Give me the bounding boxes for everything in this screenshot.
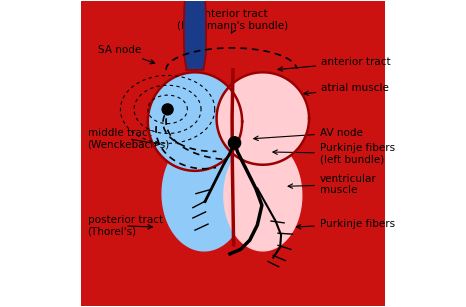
Circle shape bbox=[162, 104, 173, 115]
Text: SA node: SA node bbox=[97, 45, 155, 64]
Text: posterior tract
(Thorel's): posterior tract (Thorel's) bbox=[88, 215, 163, 237]
Polygon shape bbox=[184, 0, 206, 70]
Text: anterior tract: anterior tract bbox=[278, 57, 391, 71]
Text: ventricular
muscle: ventricular muscle bbox=[288, 174, 377, 195]
Polygon shape bbox=[217, 72, 309, 165]
Text: anterior tract
(Bachmann's bundle): anterior tract (Bachmann's bundle) bbox=[178, 9, 288, 31]
Text: Purkinje fibers
(left bundle): Purkinje fibers (left bundle) bbox=[273, 143, 395, 164]
Circle shape bbox=[228, 137, 240, 149]
Polygon shape bbox=[162, 137, 246, 251]
Text: atrial muscle: atrial muscle bbox=[304, 83, 389, 95]
Text: middle tract
(Wenckebach's): middle tract (Wenckebach's) bbox=[88, 128, 170, 150]
Polygon shape bbox=[148, 72, 242, 171]
Polygon shape bbox=[224, 140, 302, 251]
Text: AV node: AV node bbox=[254, 128, 363, 141]
Text: Purkinje fibers: Purkinje fibers bbox=[296, 219, 395, 229]
